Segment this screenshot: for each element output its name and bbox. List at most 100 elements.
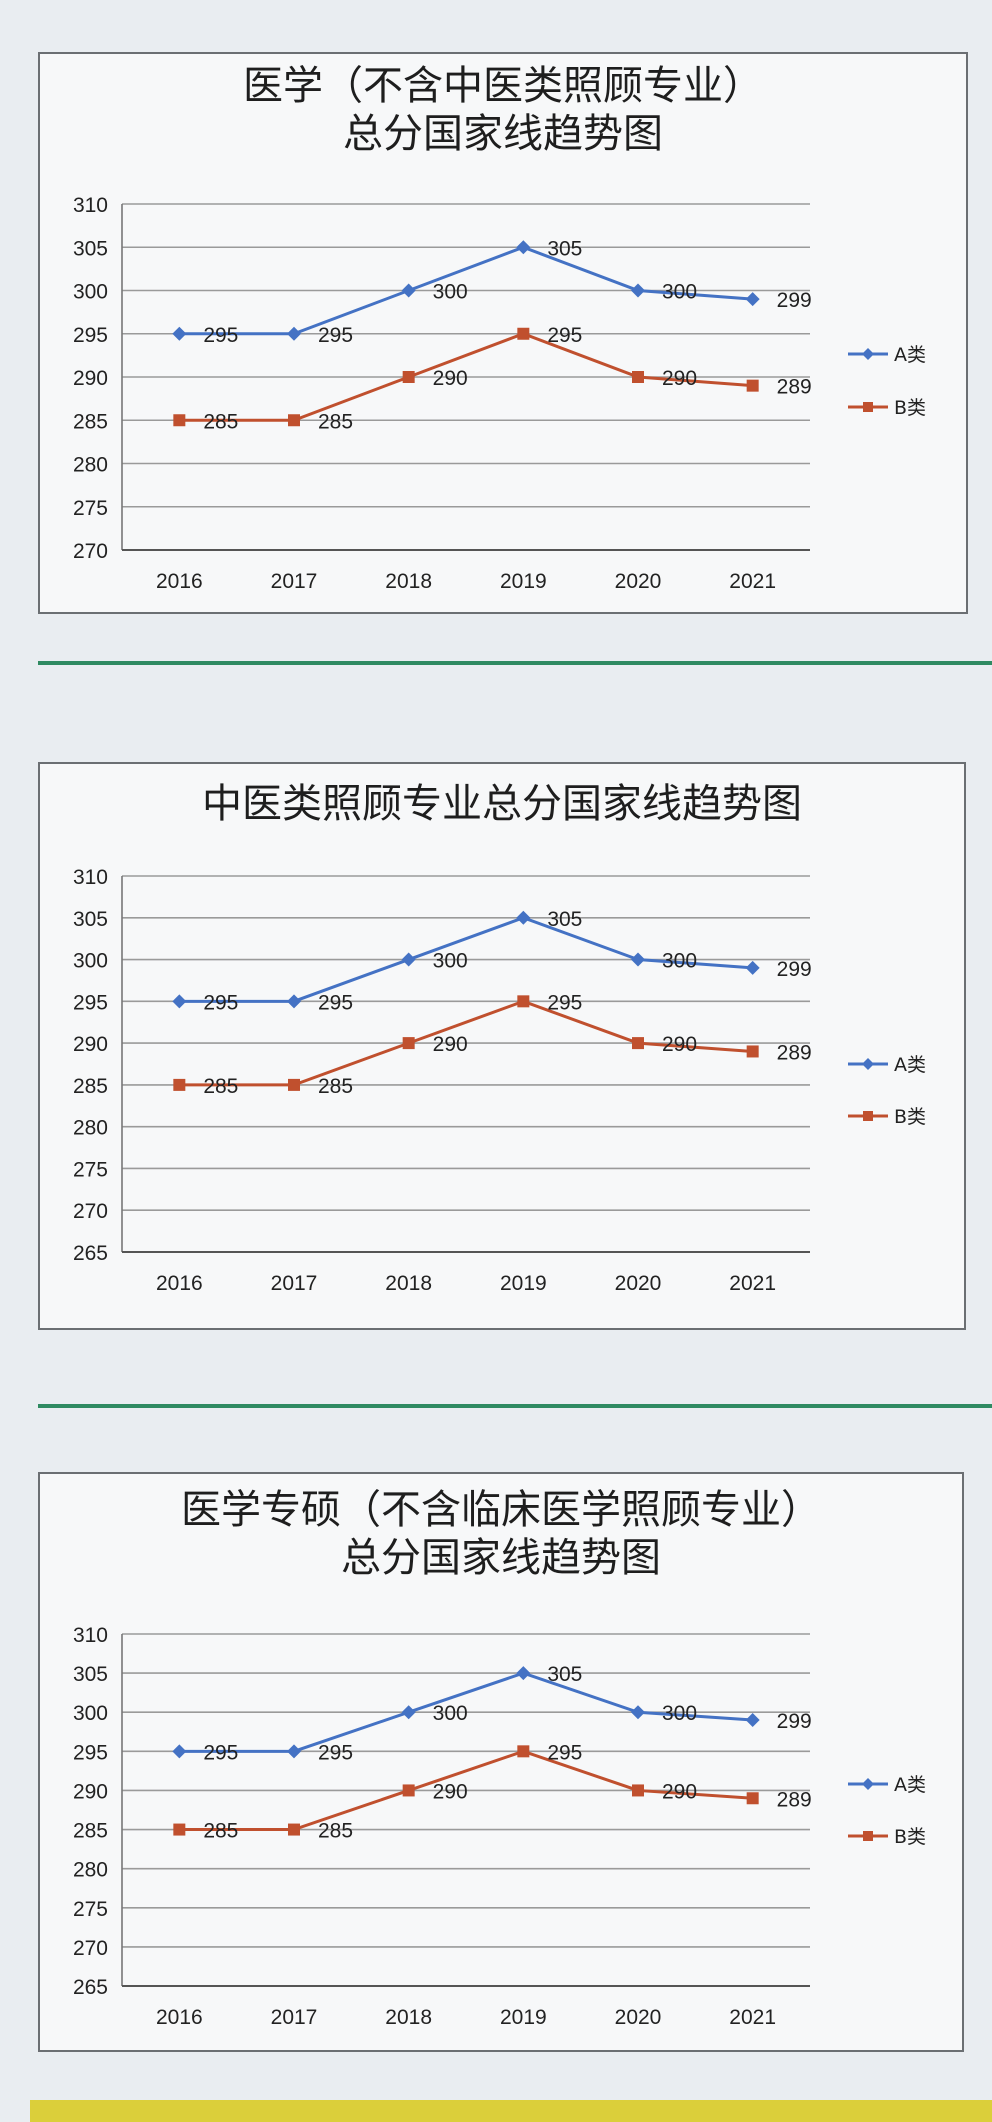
data-point-b [746, 1792, 759, 1805]
legend-label-a: A类 [894, 1054, 926, 1076]
data-label: 289 [777, 1041, 812, 1064]
chart-title-3: 医学专硕（不含临床医学照顾专业） 总分国家线趋势图 [40, 1486, 962, 1582]
section-divider [38, 1404, 992, 1408]
data-label: 289 [777, 1788, 812, 1811]
data-point-a [745, 1713, 760, 1728]
data-point-b [632, 1037, 644, 1050]
data-label: 300 [433, 950, 468, 973]
y-tick-label: 310 [73, 1624, 108, 1647]
data-label: 290 [662, 1780, 697, 1803]
x-tick-label: 2019 [500, 2006, 547, 2029]
data-label: 295 [203, 324, 238, 347]
line-chart-2: 265 270 275 280 285 290 295 300 305 310 2016 2017 20… [73, 866, 926, 1295]
y-tick-label: 290 [73, 1033, 108, 1056]
chart-title-2: 中医类照顾专业总分国家线趋势图 [40, 780, 964, 828]
data-point-b [517, 327, 530, 340]
data-label: 285 [318, 410, 353, 433]
data-point-b [173, 414, 186, 427]
data-point-b [288, 414, 300, 427]
data-label: 295 [547, 324, 582, 347]
section-divider [38, 661, 992, 665]
data-label: 290 [433, 1033, 468, 1056]
data-label: 305 [547, 908, 582, 931]
data-point-b [632, 1784, 644, 1797]
legend-marker-a [862, 348, 874, 360]
series-line-b [179, 999, 753, 1087]
data-label: 290 [662, 367, 697, 390]
legend-label-b: B类 [894, 1826, 926, 1848]
y-tick-label: 270 [73, 1200, 108, 1223]
chart-title-3-line-2: 总分国家线趋势图 [341, 1535, 661, 1581]
x-tick-label: 2017 [271, 1272, 318, 1295]
data-label: 285 [203, 1820, 238, 1843]
data-label: 299 [777, 958, 812, 981]
x-tick-label: 2019 [500, 1272, 547, 1295]
series-line-a [179, 916, 753, 1003]
data-point-b [746, 1045, 759, 1058]
data-point-a [287, 994, 301, 1009]
data-point-a [745, 292, 760, 307]
chart-panel-1: 医学（不含中医类照顾专业） 总分国家线趋势图 270 275 280 285 290 29… [38, 52, 968, 614]
data-label: 295 [203, 1741, 238, 1764]
legend-marker-b [863, 1111, 873, 1121]
y-tick-label: 275 [73, 1158, 108, 1181]
x-tick-label: 2018 [385, 570, 432, 593]
data-label: 305 [547, 237, 582, 260]
x-tick-label: 2021 [729, 570, 776, 593]
data-point-b [173, 1823, 186, 1836]
data-point-a [401, 952, 416, 967]
data-label: 285 [318, 1820, 353, 1843]
y-tick-label: 295 [73, 991, 108, 1014]
data-label: 295 [318, 1741, 353, 1764]
x-tick-label: 2019 [500, 570, 547, 593]
line-chart-1: 270 275 280 285 290 295 300 305 310 2016 2017 2018 2… [73, 194, 926, 593]
y-tick-label: 300 [73, 950, 108, 973]
chart-title-2-line-1: 中医类照顾专业总分国家线趋势图 [202, 781, 802, 827]
x-tick-label: 2017 [271, 570, 318, 593]
x-tick-label: 2020 [615, 1272, 662, 1295]
data-label: 289 [777, 376, 812, 399]
data-label: 285 [203, 410, 238, 433]
y-tick-label: 270 [73, 540, 108, 563]
series-line-a [179, 1671, 753, 1753]
data-label: 290 [662, 1033, 697, 1056]
data-label: 295 [547, 991, 582, 1014]
x-tick-label: 2021 [729, 1272, 776, 1295]
data-point-b [402, 371, 415, 383]
data-label: 300 [662, 1702, 697, 1725]
legend-marker-b [863, 1831, 873, 1841]
series-line-b [179, 1749, 753, 1832]
data-point-b [517, 1745, 530, 1758]
y-tick-label: 265 [73, 1242, 108, 1265]
x-tick-label: 2016 [156, 1272, 203, 1295]
data-point-b [746, 379, 759, 392]
chart-title-1-line-2: 总分国家线趋势图 [343, 111, 663, 157]
data-point-a [631, 952, 645, 967]
data-point-a [401, 1705, 416, 1720]
y-tick-label: 285 [73, 1075, 108, 1098]
data-point-a [287, 1744, 301, 1759]
data-label: 295 [203, 991, 238, 1014]
data-point-b [632, 371, 644, 383]
data-label: 295 [547, 1741, 582, 1764]
y-tick-label: 280 [73, 1859, 108, 1882]
bottom-yellow-band [30, 2100, 992, 2122]
series-line-a [179, 245, 753, 336]
data-point-a [401, 283, 416, 298]
data-label: 285 [318, 1075, 353, 1098]
data-point-b [288, 1078, 300, 1091]
y-tick-label: 300 [73, 1702, 108, 1725]
chart-panel-2: 中医类照顾专业总分国家线趋势图 265 270 275 280 285 290 295 300… [38, 762, 966, 1330]
y-tick-label: 285 [73, 1820, 108, 1843]
y-tick-label: 275 [73, 1898, 108, 1921]
legend-label-a: A类 [894, 344, 926, 366]
data-label: 285 [203, 1075, 238, 1098]
data-point-b [402, 1037, 415, 1050]
legend-label-b: B类 [894, 1106, 926, 1128]
data-label: 300 [433, 1702, 468, 1725]
y-tick-label: 270 [73, 1937, 108, 1960]
chart-panel-3: 医学专硕（不含临床医学照顾专业） 总分国家线趋势图 265 270 275 280 28… [38, 1472, 964, 2052]
legend-marker-a [862, 1058, 874, 1070]
data-point-b [517, 995, 530, 1008]
y-tick-label: 280 [73, 1117, 108, 1140]
